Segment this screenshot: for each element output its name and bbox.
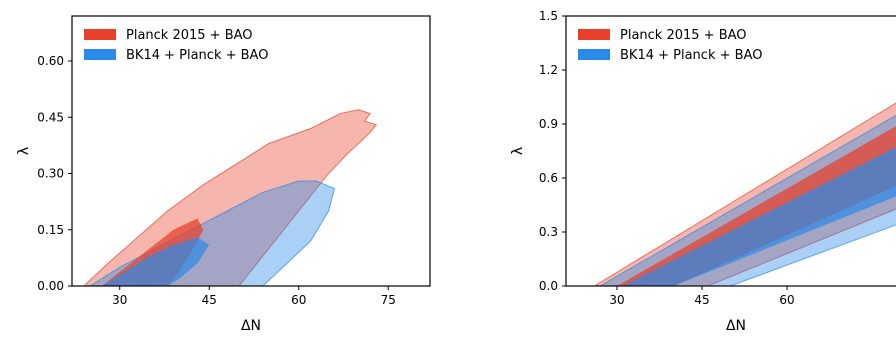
x-tick-label: 30 (609, 293, 624, 307)
right-legend-swatch-bk14 (578, 49, 610, 60)
y-tick-label: 0.00 (37, 279, 64, 293)
y-tick-label: 0.3 (539, 225, 558, 239)
left-chart-panel: 30 45 60 75 0.00 0.15 0.30 0.45 0.60 ΔN λ Planc… (16, 15, 431, 334)
contour-outer-planck (83, 109, 378, 286)
y-tick-label: 0.30 (37, 167, 64, 181)
left-plot-frame (71, 15, 431, 287)
left-legend-label-planck: Planck 2015 + BAO (126, 28, 253, 43)
left-y-axis-label: λ (16, 147, 32, 155)
x-tick-label: 60 (291, 293, 306, 307)
contour-inner-bk14 (622, 147, 896, 286)
x-tick-label: 45 (202, 293, 217, 307)
right-legend-label-bk14: BK14 + Planck + BAO (620, 48, 762, 63)
right-y-axis-label: λ (510, 147, 526, 155)
y-tick-label: 0.0 (539, 279, 558, 293)
y-tick-label: 1.5 (539, 9, 558, 23)
left-legend-swatch-planck (84, 29, 116, 40)
x-tick-label: 60 (779, 293, 794, 307)
contour-inner-bk14 (101, 237, 210, 286)
left-legend: Planck 2015 + BAO BK14 + Planck + BAO (84, 28, 268, 63)
right-plot-frame (565, 15, 896, 287)
right-legend-swatch-planck (578, 29, 610, 40)
y-tick-label: 0.15 (37, 223, 64, 237)
left-legend-swatch-bk14 (84, 49, 116, 60)
x-tick-label: 75 (381, 293, 396, 307)
right-legend: Planck 2015 + BAO BK14 + Planck + BAO (578, 28, 762, 63)
contour-outer-planck (593, 102, 896, 286)
left-x-axis-label: ΔN (241, 318, 261, 334)
y-tick-label: 0.45 (37, 110, 64, 124)
y-tick-label: 1.2 (539, 63, 558, 77)
y-tick-label: 0.9 (539, 117, 558, 131)
contour-outer-bk14 (598, 114, 896, 286)
y-tick-label: 0.60 (37, 54, 64, 68)
x-tick-label: 45 (694, 293, 709, 307)
right-x-axis-label: ΔN (726, 318, 746, 334)
right-chart-panel: 30 45 60 0.0 0.3 0.6 0.9 1.2 1.5 ΔN λ Planck 20… (510, 9, 896, 334)
x-tick-label: 30 (112, 293, 127, 307)
right-legend-label-planck: Planck 2015 + BAO (620, 28, 747, 43)
y-tick-label: 0.6 (539, 171, 558, 185)
contour-inner-planck (617, 126, 896, 286)
left-legend-label-bk14: BK14 + Planck + BAO (126, 48, 268, 63)
